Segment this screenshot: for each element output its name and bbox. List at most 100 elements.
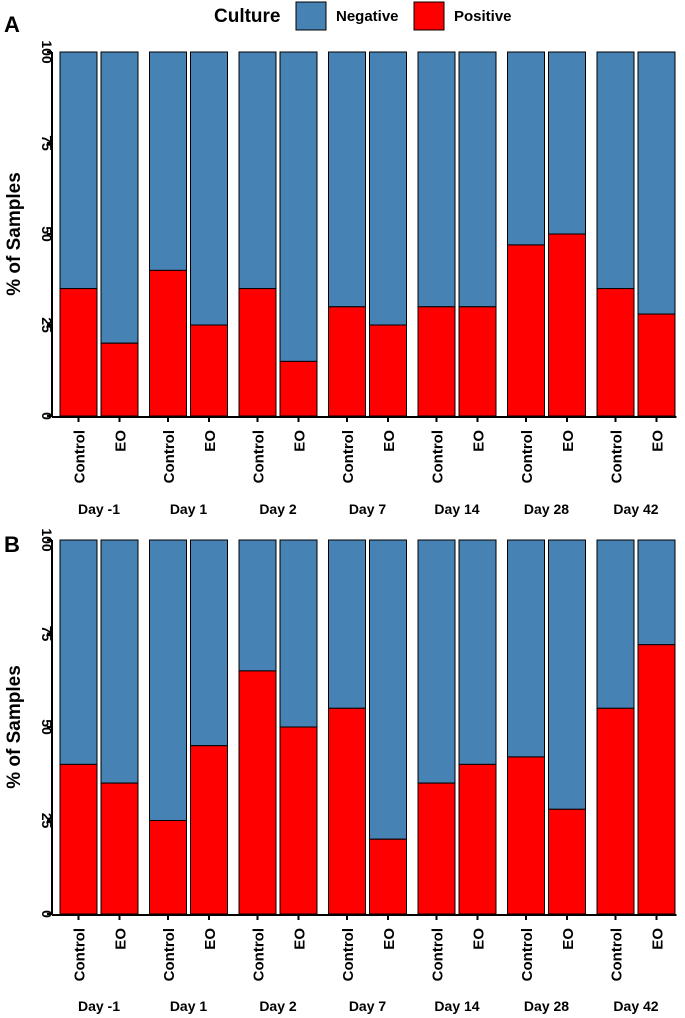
bar-negative — [190, 539, 228, 747]
legend-title: Culture — [214, 6, 281, 27]
bar-negative — [238, 51, 277, 290]
bar-negative — [417, 539, 456, 784]
day-label: Day 14 — [434, 998, 479, 1014]
bar-positive — [238, 288, 277, 417]
x-tick-label: Control — [430, 928, 447, 981]
day-label: Day 28 — [524, 998, 569, 1014]
bar-negative — [458, 51, 497, 308]
x-tick-label: Control — [609, 928, 626, 981]
legend-swatch-positive — [413, 1, 445, 31]
bar-positive — [369, 838, 407, 915]
bar-negative — [190, 51, 228, 326]
x-tick-label: Control — [251, 430, 268, 483]
bar-negative — [548, 51, 586, 235]
day-label: Day 7 — [349, 998, 387, 1014]
x-tick-label: Control — [72, 928, 89, 981]
bar-positive — [458, 763, 497, 915]
day-label: Day 1 — [170, 501, 208, 517]
panel-letter: A — [4, 12, 20, 37]
bar-positive — [458, 306, 497, 417]
x-tick-label: Control — [72, 430, 89, 483]
bar-positive — [417, 306, 456, 417]
day-label: Day -1 — [78, 501, 120, 517]
y-tick-label: 0 — [39, 412, 55, 420]
y-tick-label: 75 — [39, 626, 55, 642]
y-tick-label: 100 — [39, 528, 55, 552]
day-label: Day 2 — [259, 998, 297, 1014]
bar-positive — [149, 820, 187, 915]
y-axis-title: % of Samples — [4, 665, 25, 789]
bar-positive — [548, 808, 586, 915]
bar-negative — [369, 51, 407, 326]
day-label: Day 7 — [349, 501, 387, 517]
bar-positive — [507, 244, 545, 417]
bar-negative — [507, 51, 545, 246]
y-tick-label: 75 — [39, 135, 55, 151]
x-tick-label: EO — [650, 928, 667, 950]
x-tick-label: EO — [292, 430, 309, 452]
legend-label-negative: Negative — [336, 8, 399, 25]
bar-positive — [59, 763, 98, 915]
bar-positive — [507, 756, 545, 915]
bar-negative — [328, 539, 366, 709]
x-tick-label: Control — [340, 430, 357, 483]
x-tick-label: EO — [560, 430, 577, 452]
bar-positive — [59, 288, 98, 417]
y-axis-title: % of Samples — [4, 172, 25, 296]
bar-positive — [190, 324, 228, 417]
panel-a: A 0 25 50 75 100 % of Samples Control EO Day -1 Co… — [4, 12, 677, 517]
x-tick-label: Control — [609, 430, 626, 483]
x-tick-label: EO — [381, 928, 398, 950]
y-tick-label: 100 — [39, 40, 55, 64]
x-tick-label: Control — [519, 928, 536, 981]
bar-positive — [100, 782, 139, 915]
bar-negative — [637, 539, 676, 646]
bar-negative — [637, 51, 676, 315]
bar-positive — [100, 342, 139, 417]
bar-positive — [369, 324, 407, 417]
x-tick-label: EO — [650, 430, 667, 452]
bar-negative — [100, 51, 139, 344]
day-label: Day 14 — [434, 501, 479, 517]
bar-negative — [328, 51, 366, 308]
panel-b: B 0 25 50 75 100 % of Samples Control EO Day -1 Co… — [4, 528, 677, 1014]
bar-positive — [149, 269, 187, 417]
day-label: Day 42 — [613, 501, 658, 517]
day-label: Day 1 — [170, 998, 208, 1014]
bar-negative — [458, 539, 497, 765]
x-tick-label: EO — [292, 928, 309, 950]
bar-negative — [596, 51, 635, 290]
bar-negative — [100, 539, 139, 784]
x-tick-label: Control — [430, 430, 447, 483]
x-tick-label: EO — [113, 928, 130, 950]
x-tick-label: Control — [251, 928, 268, 981]
x-tick-label: Control — [519, 430, 536, 483]
y-tick-label: 25 — [39, 317, 55, 333]
y-tick-label: 50 — [39, 226, 55, 242]
bar-positive — [637, 644, 676, 915]
bar-positive — [279, 726, 318, 915]
bar-positive — [417, 782, 456, 915]
x-tick-label: EO — [202, 928, 219, 950]
bar-positive — [328, 306, 366, 417]
x-tick-label: EO — [381, 430, 398, 452]
bar-negative — [59, 539, 98, 765]
x-tick-label: EO — [113, 430, 130, 452]
bar-negative — [417, 51, 456, 308]
bar-positive — [190, 745, 228, 915]
legend-label-positive: Positive — [454, 8, 512, 25]
y-tick-label: 25 — [39, 813, 55, 829]
bar-negative — [59, 51, 98, 290]
bar-negative — [279, 51, 318, 362]
bar-positive — [279, 360, 318, 417]
bar-positive — [637, 313, 676, 417]
x-tick-label: EO — [202, 430, 219, 452]
bar-negative — [369, 539, 407, 840]
bar-positive — [596, 707, 635, 915]
day-label: Day 42 — [613, 998, 658, 1014]
bar-negative — [149, 51, 187, 271]
x-tick-label: Control — [161, 430, 178, 483]
x-tick-label: Control — [161, 928, 178, 981]
bar-negative — [279, 539, 318, 728]
